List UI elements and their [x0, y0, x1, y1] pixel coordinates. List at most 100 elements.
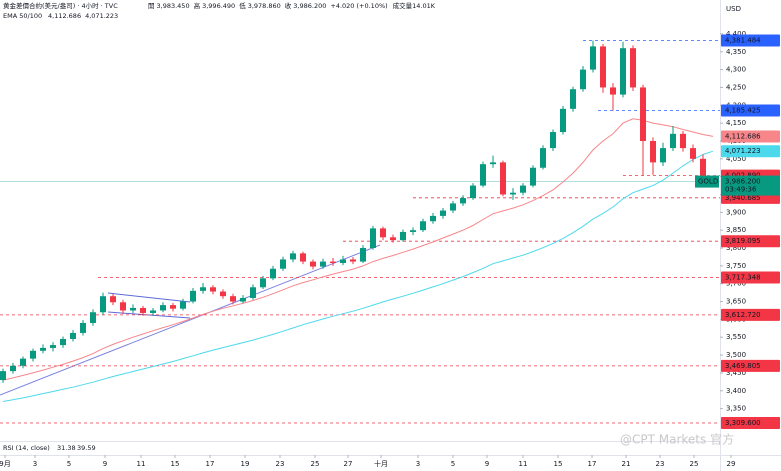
ohlc-value: 3,983.450 [157, 2, 190, 10]
candle-body [440, 210, 446, 216]
x-tick-label: 十月 [374, 459, 388, 468]
candle-body [130, 307, 136, 311]
x-tick-label: 17 [206, 460, 215, 468]
currency: USD [726, 5, 741, 13]
x-tick-label: 23 [276, 460, 285, 468]
rsi-title: RSI (14, close) [3, 444, 50, 452]
price-level-label-box [721, 235, 780, 248]
candle-body [630, 48, 636, 88]
price-level-label: 4,381.484 [725, 37, 761, 45]
y-tick-label: 4,050 [726, 155, 746, 163]
price-level-label: 3,717.348 [725, 274, 761, 282]
candle-body [70, 332, 76, 340]
candle-body [560, 108, 566, 133]
x-tick-label: 21 [622, 460, 631, 468]
candle-body [490, 162, 496, 165]
y-tick-label: 4,250 [726, 83, 746, 91]
price-level-label-box [721, 271, 780, 284]
candle-body [350, 259, 356, 262]
y-tick-label: 4,350 [726, 48, 746, 56]
candle-body [230, 296, 236, 302]
candle-body [200, 287, 206, 291]
candle-body [360, 248, 366, 262]
trend-line [107, 292, 191, 303]
candle-body [190, 290, 196, 302]
candle-body [260, 278, 266, 288]
candle-body [580, 69, 586, 90]
y-tick-label: 3,450 [726, 369, 746, 377]
x-tick-label: 11 [519, 460, 528, 468]
chart-title: 黄金差價合約(美元/盎司) · 4小时 · TVC [3, 1, 118, 10]
price-level-label: 3,469.805 [725, 362, 761, 370]
candle-body [100, 296, 106, 313]
candle-body [570, 89, 576, 109]
candle-body [610, 87, 616, 95]
price-level-label-box [721, 359, 780, 372]
candle-body [460, 198, 466, 204]
candle-body [270, 268, 276, 279]
trend-line [0, 244, 381, 396]
ohlc-label: 收 [285, 1, 292, 10]
candle-body [420, 221, 426, 231]
x-tick-label: 9 [485, 460, 489, 468]
candle-body [120, 302, 126, 311]
candle-body [680, 133, 686, 149]
ema-label-box [721, 130, 780, 143]
volume: 成交量14.01K [393, 1, 436, 10]
candle-body [280, 259, 286, 269]
symbol-label: GOLD [698, 178, 718, 186]
candle-body [80, 322, 86, 333]
candle-body [30, 350, 36, 359]
candle-body [510, 192, 516, 195]
x-tick-label: 5 [67, 460, 71, 468]
x-tick-label: 11 [137, 460, 146, 468]
change: +4.020 (+0.10%) [330, 2, 387, 10]
candle-body [310, 261, 316, 267]
y-tick-label: 3,400 [726, 387, 746, 395]
candle-body [430, 215, 436, 222]
x-tick-label: 29 [727, 460, 736, 468]
ema-label: 4,071.223 [725, 147, 761, 155]
price-level-label: 3,819.095 [725, 237, 761, 245]
candle-body [660, 148, 666, 163]
candle-body [290, 253, 296, 260]
candle-body [600, 46, 606, 88]
x-tick-label: 3 [33, 460, 37, 468]
ohlc-label: 開 [148, 2, 155, 10]
candle-body [220, 291, 226, 297]
ema-value: 4,112.686 [48, 12, 81, 20]
y-tick-label: 3,650 [726, 298, 746, 306]
x-tick-label: 3 [416, 460, 420, 468]
x-tick-label: 25 [311, 460, 320, 468]
price-level-label-box [721, 417, 780, 430]
candle-body [540, 148, 546, 168]
candle-body [470, 185, 476, 199]
candle-body [60, 339, 66, 346]
last-price-label: 3,986.200 [725, 178, 761, 186]
indicator-title: EMA 50/100 [3, 12, 42, 20]
ohlc-label: 低 [239, 1, 246, 10]
x-tick-label: 19 [241, 460, 250, 468]
y-tick-label: 3,750 [726, 262, 746, 270]
candle-body [390, 237, 396, 241]
candle-body [110, 296, 116, 303]
y-tick-label: 3,850 [726, 226, 746, 234]
candle-body [0, 371, 6, 381]
candle-body [400, 231, 406, 241]
watermark: @CPT Markets 官方 [620, 432, 734, 447]
candle-body [640, 87, 646, 141]
x-tick-label: 15 [171, 460, 180, 468]
trend-line [107, 311, 191, 319]
ohlc-value: 3,978.860 [248, 2, 281, 10]
ohlc-label: 高 [194, 1, 201, 10]
candle-body [240, 297, 246, 302]
candle-body [300, 253, 306, 262]
ema-value: 4,071.223 [85, 12, 118, 20]
rsi-value: 31.38 [57, 444, 76, 452]
x-tick-label: 17 [588, 460, 597, 468]
ohlc-value: 3,996.490 [202, 2, 235, 10]
candle-body [520, 185, 526, 193]
candle-body [160, 305, 166, 311]
ema-line [2, 150, 714, 402]
